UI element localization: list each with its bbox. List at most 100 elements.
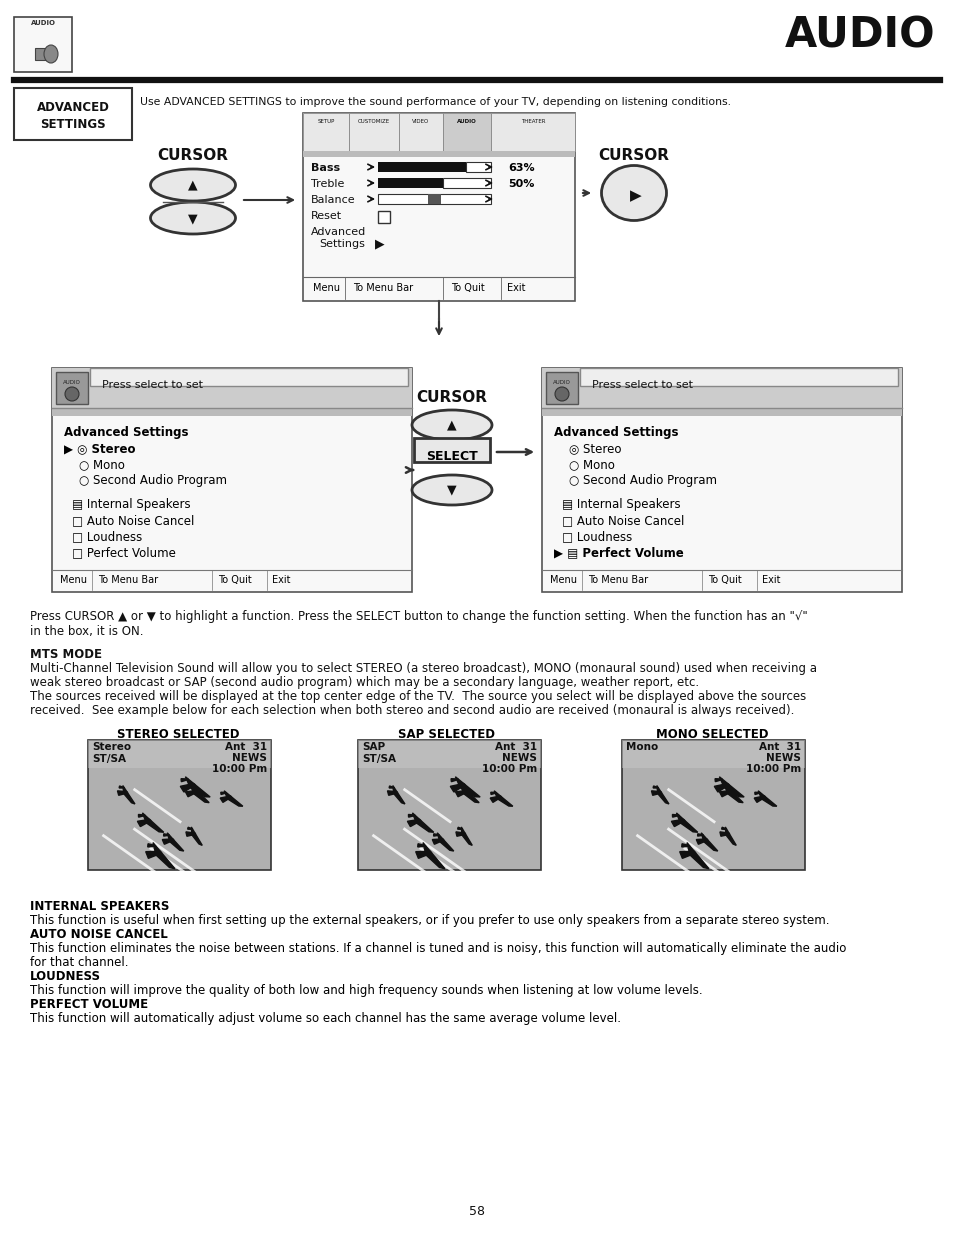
Text: Reset: Reset xyxy=(311,211,342,221)
Bar xyxy=(579,368,897,387)
Polygon shape xyxy=(142,813,164,832)
Polygon shape xyxy=(723,784,742,803)
Text: SETUP: SETUP xyxy=(317,119,335,124)
Text: STEREO SELECTED: STEREO SELECTED xyxy=(116,727,239,741)
Text: MTS MODE: MTS MODE xyxy=(30,648,102,661)
Polygon shape xyxy=(720,785,726,788)
Bar xyxy=(465,162,491,172)
Text: AUTO NOISE CANCEL: AUTO NOISE CANCEL xyxy=(30,927,168,941)
Text: □ Loudness: □ Loudness xyxy=(561,530,632,543)
Polygon shape xyxy=(408,814,415,818)
Polygon shape xyxy=(457,827,462,830)
Polygon shape xyxy=(220,792,227,794)
Text: ADVANCED
SETTINGS: ADVANCED SETTINGS xyxy=(36,101,110,131)
Ellipse shape xyxy=(412,475,492,505)
Polygon shape xyxy=(720,827,726,830)
Bar xyxy=(303,112,575,151)
Text: ▤ Internal Speakers: ▤ Internal Speakers xyxy=(71,498,191,511)
Text: ST/SA: ST/SA xyxy=(91,755,126,764)
Text: Balance: Balance xyxy=(311,195,355,205)
Ellipse shape xyxy=(601,165,666,221)
Text: CURSOR: CURSOR xyxy=(598,148,669,163)
Polygon shape xyxy=(679,851,695,858)
Text: Menu: Menu xyxy=(313,283,339,293)
Text: □ Auto Noise Cancel: □ Auto Noise Cancel xyxy=(561,514,683,527)
Polygon shape xyxy=(657,785,668,804)
Polygon shape xyxy=(671,819,684,826)
Bar xyxy=(52,368,412,592)
Text: AUDIO: AUDIO xyxy=(63,380,81,385)
Text: SAP: SAP xyxy=(361,742,385,752)
Text: Press CURSOR ▲ or ▼ to highlight a function. Press the SELECT button to change t: Press CURSOR ▲ or ▼ to highlight a funct… xyxy=(30,610,807,638)
Polygon shape xyxy=(119,785,124,788)
Polygon shape xyxy=(434,834,439,836)
Text: This function will improve the quality of both low and high frequency sounds whe: This function will improve the quality o… xyxy=(30,984,702,997)
Text: ▶: ▶ xyxy=(630,188,641,203)
Ellipse shape xyxy=(151,203,235,233)
Text: To Quit: To Quit xyxy=(451,283,484,293)
Bar xyxy=(35,48,51,61)
Polygon shape xyxy=(494,790,513,806)
Text: CUSTOMIZE: CUSTOMIZE xyxy=(357,119,390,124)
Text: Mono: Mono xyxy=(625,742,658,752)
Polygon shape xyxy=(754,792,760,794)
Polygon shape xyxy=(456,785,462,788)
Text: ▲: ▲ xyxy=(447,417,456,431)
Text: ST/SA: ST/SA xyxy=(361,755,395,764)
Text: Use ADVANCED SETTINGS to improve the sound performance of your TV, depending on : Use ADVANCED SETTINGS to improve the sou… xyxy=(140,98,730,107)
Bar xyxy=(621,740,804,869)
Polygon shape xyxy=(152,842,174,868)
Bar xyxy=(491,112,575,151)
Bar xyxy=(377,194,491,204)
Text: Advanced Settings: Advanced Settings xyxy=(554,426,678,438)
Text: AUDIO: AUDIO xyxy=(456,119,476,124)
Text: 10:00 Pm: 10:00 Pm xyxy=(481,764,537,774)
Polygon shape xyxy=(461,827,472,845)
Text: To Quit: To Quit xyxy=(707,576,741,585)
Text: Bass: Bass xyxy=(311,163,340,173)
Bar xyxy=(303,151,575,157)
Text: To Menu Bar: To Menu Bar xyxy=(587,576,647,585)
Polygon shape xyxy=(422,842,444,868)
Ellipse shape xyxy=(151,169,235,201)
Text: Menu: Menu xyxy=(60,576,87,585)
Bar xyxy=(377,178,442,188)
Polygon shape xyxy=(490,795,501,803)
Bar xyxy=(52,408,412,416)
Text: To Quit: To Quit xyxy=(218,576,252,585)
Polygon shape xyxy=(653,785,658,788)
Polygon shape xyxy=(186,832,195,836)
Bar xyxy=(14,17,71,72)
Polygon shape xyxy=(187,785,193,788)
Text: THEATER: THEATER xyxy=(520,119,545,124)
Bar xyxy=(398,112,442,151)
Text: To Menu Bar: To Menu Bar xyxy=(353,283,413,293)
Text: The sources received will be displayed at the top center edge of the TV.  The so: The sources received will be displayed a… xyxy=(30,690,805,703)
Text: Menu: Menu xyxy=(550,576,577,585)
Bar xyxy=(357,740,540,869)
Polygon shape xyxy=(715,779,722,782)
Text: □ Loudness: □ Loudness xyxy=(71,530,142,543)
Text: This function is useful when first setting up the external speakers, or if you p: This function is useful when first setti… xyxy=(30,914,828,927)
Polygon shape xyxy=(416,851,432,858)
Text: weak stereo broadcast or SAP (second audio program) which may be a secondary lan: weak stereo broadcast or SAP (second aud… xyxy=(30,676,699,689)
Text: ○ Mono: ○ Mono xyxy=(79,458,125,471)
Bar xyxy=(52,368,412,408)
Polygon shape xyxy=(185,790,197,797)
Text: NEWS: NEWS xyxy=(765,753,801,763)
Text: This function will automatically adjust volume so each channel has the same aver: This function will automatically adjust … xyxy=(30,1011,620,1025)
Text: Exit: Exit xyxy=(272,576,291,585)
Polygon shape xyxy=(164,834,170,836)
Text: Ant  31: Ant 31 xyxy=(225,742,267,752)
Polygon shape xyxy=(451,779,458,782)
Bar xyxy=(442,178,491,188)
Polygon shape xyxy=(432,839,443,845)
Polygon shape xyxy=(719,790,731,797)
Text: □ Auto Noise Cancel: □ Auto Noise Cancel xyxy=(71,514,194,527)
Polygon shape xyxy=(681,844,689,847)
Polygon shape xyxy=(455,790,467,797)
Text: Press select to set: Press select to set xyxy=(102,380,203,390)
Bar xyxy=(377,211,390,224)
Bar xyxy=(56,372,88,404)
Text: Ant  31: Ant 31 xyxy=(495,742,537,752)
